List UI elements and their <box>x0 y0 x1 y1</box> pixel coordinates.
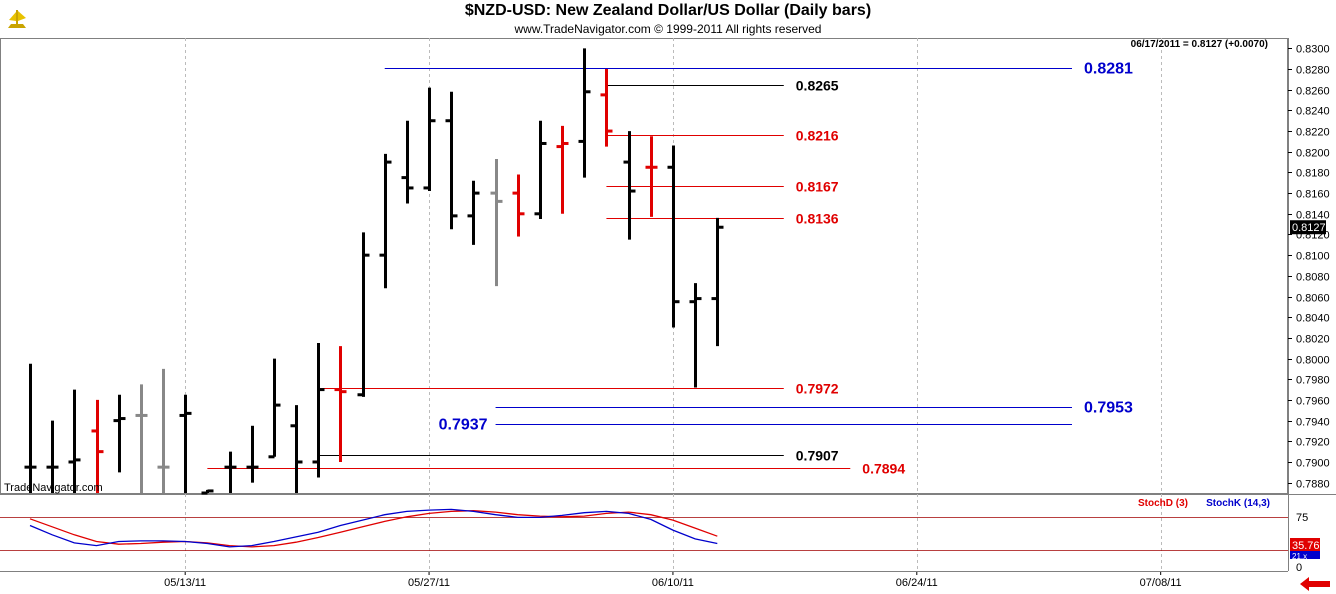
current-price-box <box>1290 220 1326 235</box>
price-tick-label: 0.8240 <box>1296 106 1330 118</box>
stochk-value-box <box>1290 551 1320 559</box>
price-tick-label: 0.8060 <box>1296 293 1330 305</box>
price-tick-label: 0.8080 <box>1296 272 1330 284</box>
current-price-label: 0.8127 <box>1292 222 1326 234</box>
price-tick-label: 0.8160 <box>1296 189 1330 201</box>
stochk-value-label: 21.x <box>1292 552 1307 561</box>
stoch-legend-entry: StochD (3) <box>1138 498 1188 509</box>
trade-navigator-logo <box>4 6 30 32</box>
level-label: 0.7894 <box>862 461 905 477</box>
price-tick-label: 0.7920 <box>1296 437 1330 449</box>
level-label: 0.8281 <box>1084 61 1133 78</box>
price-tick-label: 0.8300 <box>1296 44 1330 56</box>
stochd-value-label: 35.76 <box>1292 540 1320 552</box>
back-arrow-icon[interactable] <box>1300 577 1330 591</box>
level-label: 0.7953 <box>1084 400 1133 417</box>
watermark-text: TradeNavigator.com <box>4 482 103 494</box>
level-label: 0.8216 <box>796 128 839 144</box>
level-label: 0.7972 <box>796 381 839 397</box>
price-tick-label: 0.8100 <box>1296 251 1330 263</box>
level-label: 0.8136 <box>796 211 839 227</box>
copyright-text: www.TradeNavigator.com © 1999-2011 All r… <box>514 22 822 36</box>
stoch-tick-label: 75 <box>1296 512 1308 524</box>
stoch-series-line <box>29 510 718 548</box>
price-tick-label: 0.7880 <box>1296 479 1330 491</box>
price-tick-label: 0.8220 <box>1296 127 1330 139</box>
price-tick-label: 0.8140 <box>1296 210 1330 222</box>
date-tick-label: 07/08/11 <box>1140 577 1182 589</box>
date-tick-label: 06/24/11 <box>896 577 938 589</box>
price-tick-label: 0.7980 <box>1296 375 1330 387</box>
price-tick-label: 0.8000 <box>1296 355 1330 367</box>
price-tick-label: 0.8260 <box>1296 86 1330 98</box>
last-quote-text: 06/17/2011 = 0.8127 (+0.0070) <box>1131 39 1268 50</box>
price-plot-frame <box>0 38 1288 494</box>
stoch-series-line <box>29 508 718 548</box>
level-label: 0.8167 <box>796 179 839 195</box>
price-tick-label: 0.7960 <box>1296 396 1330 408</box>
stochd-value-box <box>1290 538 1320 551</box>
chart-title: $NZD-USD: New Zealand Dollar/US Dollar (… <box>464 2 872 19</box>
price-tick-label: 0.7900 <box>1296 458 1330 470</box>
date-tick-label: 05/13/11 <box>164 577 206 589</box>
price-tick-label: 0.8200 <box>1296 148 1330 160</box>
price-tick-label: 0.8180 <box>1296 168 1330 180</box>
level-label: 0.7907 <box>796 448 839 464</box>
price-tick-label: 0.8040 <box>1296 313 1330 325</box>
stoch-tick-label: 0 <box>1296 562 1302 574</box>
price-tick-label: 0.8280 <box>1296 65 1330 77</box>
price-tick-label: 0.7940 <box>1296 417 1330 429</box>
price-tick-label: 0.8020 <box>1296 334 1330 346</box>
date-tick-label: 05/27/11 <box>408 577 450 589</box>
stoch-legend-entry: StochK (14,3) <box>1206 498 1270 509</box>
level-label: 0.7937 <box>439 417 488 434</box>
date-tick-label: 06/10/11 <box>652 577 694 589</box>
level-label: 0.8265 <box>796 78 839 94</box>
